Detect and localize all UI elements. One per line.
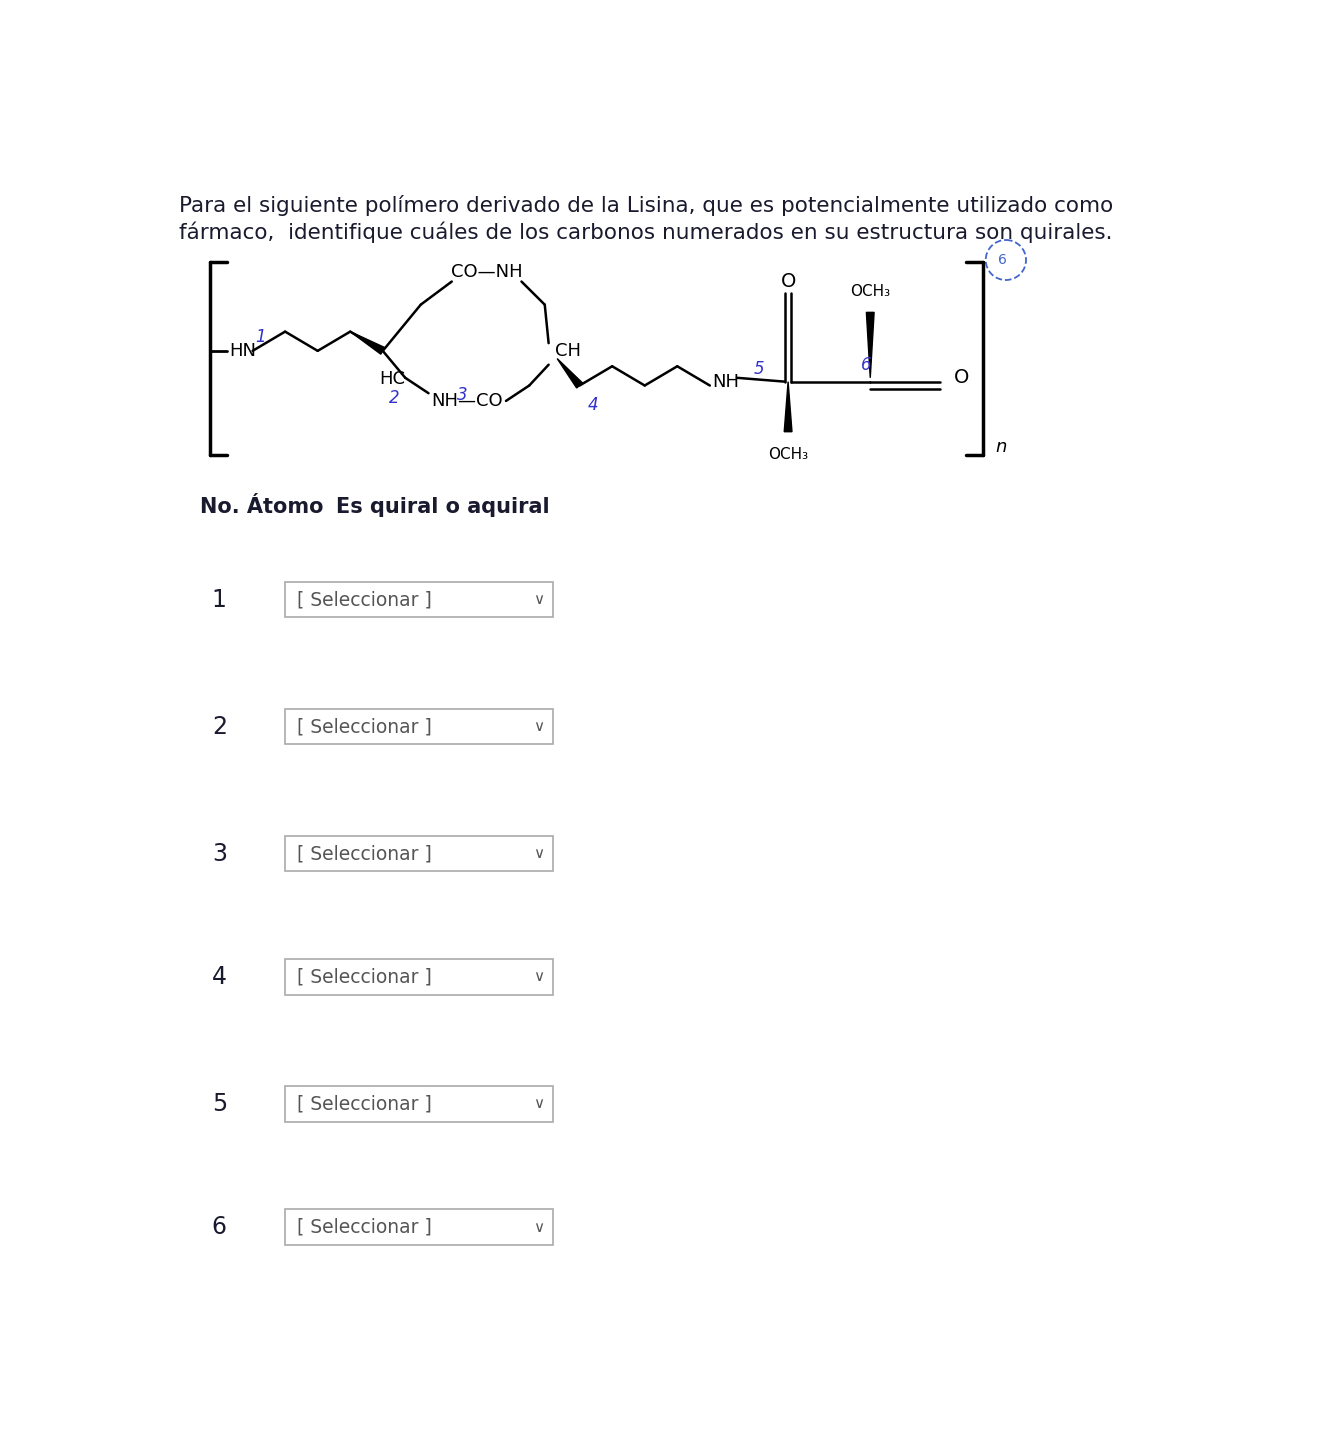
Text: ∨: ∨ xyxy=(533,969,544,985)
Polygon shape xyxy=(557,359,582,388)
Text: [ Seleccionar ]: [ Seleccionar ] xyxy=(297,717,432,736)
Text: 2: 2 xyxy=(389,390,400,407)
Text: O: O xyxy=(954,368,969,387)
Text: 3: 3 xyxy=(457,385,467,404)
Text: 4: 4 xyxy=(587,395,598,414)
Text: CH: CH xyxy=(554,342,581,361)
Text: HC: HC xyxy=(379,371,405,388)
Polygon shape xyxy=(350,332,384,355)
Text: 2: 2 xyxy=(211,715,227,738)
Text: 3: 3 xyxy=(211,841,227,866)
FancyBboxPatch shape xyxy=(285,835,553,872)
Text: No. Átomo: No. Átomo xyxy=(199,497,323,517)
Text: 5: 5 xyxy=(754,359,764,378)
FancyBboxPatch shape xyxy=(285,959,553,995)
Text: OCH₃: OCH₃ xyxy=(850,284,890,298)
Text: ∨: ∨ xyxy=(533,846,544,862)
Text: Para el siguiente polímero derivado de la Lisina, que es potencialmente utilizad: Para el siguiente polímero derivado de l… xyxy=(180,195,1113,216)
Text: 4: 4 xyxy=(211,964,227,989)
Text: ∨: ∨ xyxy=(533,1096,544,1112)
Text: 6: 6 xyxy=(211,1215,227,1239)
Text: ∨: ∨ xyxy=(533,720,544,734)
Text: NH: NH xyxy=(713,372,739,391)
FancyBboxPatch shape xyxy=(285,1209,553,1245)
Text: [ Seleccionar ]: [ Seleccionar ] xyxy=(297,967,432,986)
Text: CO—NH: CO—NH xyxy=(451,264,523,281)
Text: 1: 1 xyxy=(256,329,267,346)
Text: [ Seleccionar ]: [ Seleccionar ] xyxy=(297,844,432,863)
Text: [ Seleccionar ]: [ Seleccionar ] xyxy=(297,591,432,610)
Text: fármaco,  identifique cuáles de los carbonos numerados en su estructura son quir: fármaco, identifique cuáles de los carbo… xyxy=(180,222,1113,243)
FancyBboxPatch shape xyxy=(285,1086,553,1122)
Polygon shape xyxy=(866,313,874,378)
Text: 6: 6 xyxy=(861,356,871,374)
Text: ∨: ∨ xyxy=(533,592,544,607)
FancyBboxPatch shape xyxy=(285,710,553,744)
Text: [ Seleccionar ]: [ Seleccionar ] xyxy=(297,1218,432,1237)
Text: Es quiral o aquiral: Es quiral o aquiral xyxy=(335,497,549,517)
Text: [ Seleccionar ]: [ Seleccionar ] xyxy=(297,1095,432,1114)
Text: 1: 1 xyxy=(211,588,227,611)
Text: OCH₃: OCH₃ xyxy=(768,447,808,462)
Text: 5: 5 xyxy=(211,1092,227,1116)
Text: HN: HN xyxy=(230,342,256,361)
Text: NH—CO: NH—CO xyxy=(432,392,503,410)
FancyBboxPatch shape xyxy=(285,582,553,617)
Text: n: n xyxy=(995,439,1006,456)
Text: O: O xyxy=(780,272,796,291)
Text: 6: 6 xyxy=(998,253,1006,266)
Polygon shape xyxy=(784,382,792,432)
Text: ∨: ∨ xyxy=(533,1219,544,1235)
